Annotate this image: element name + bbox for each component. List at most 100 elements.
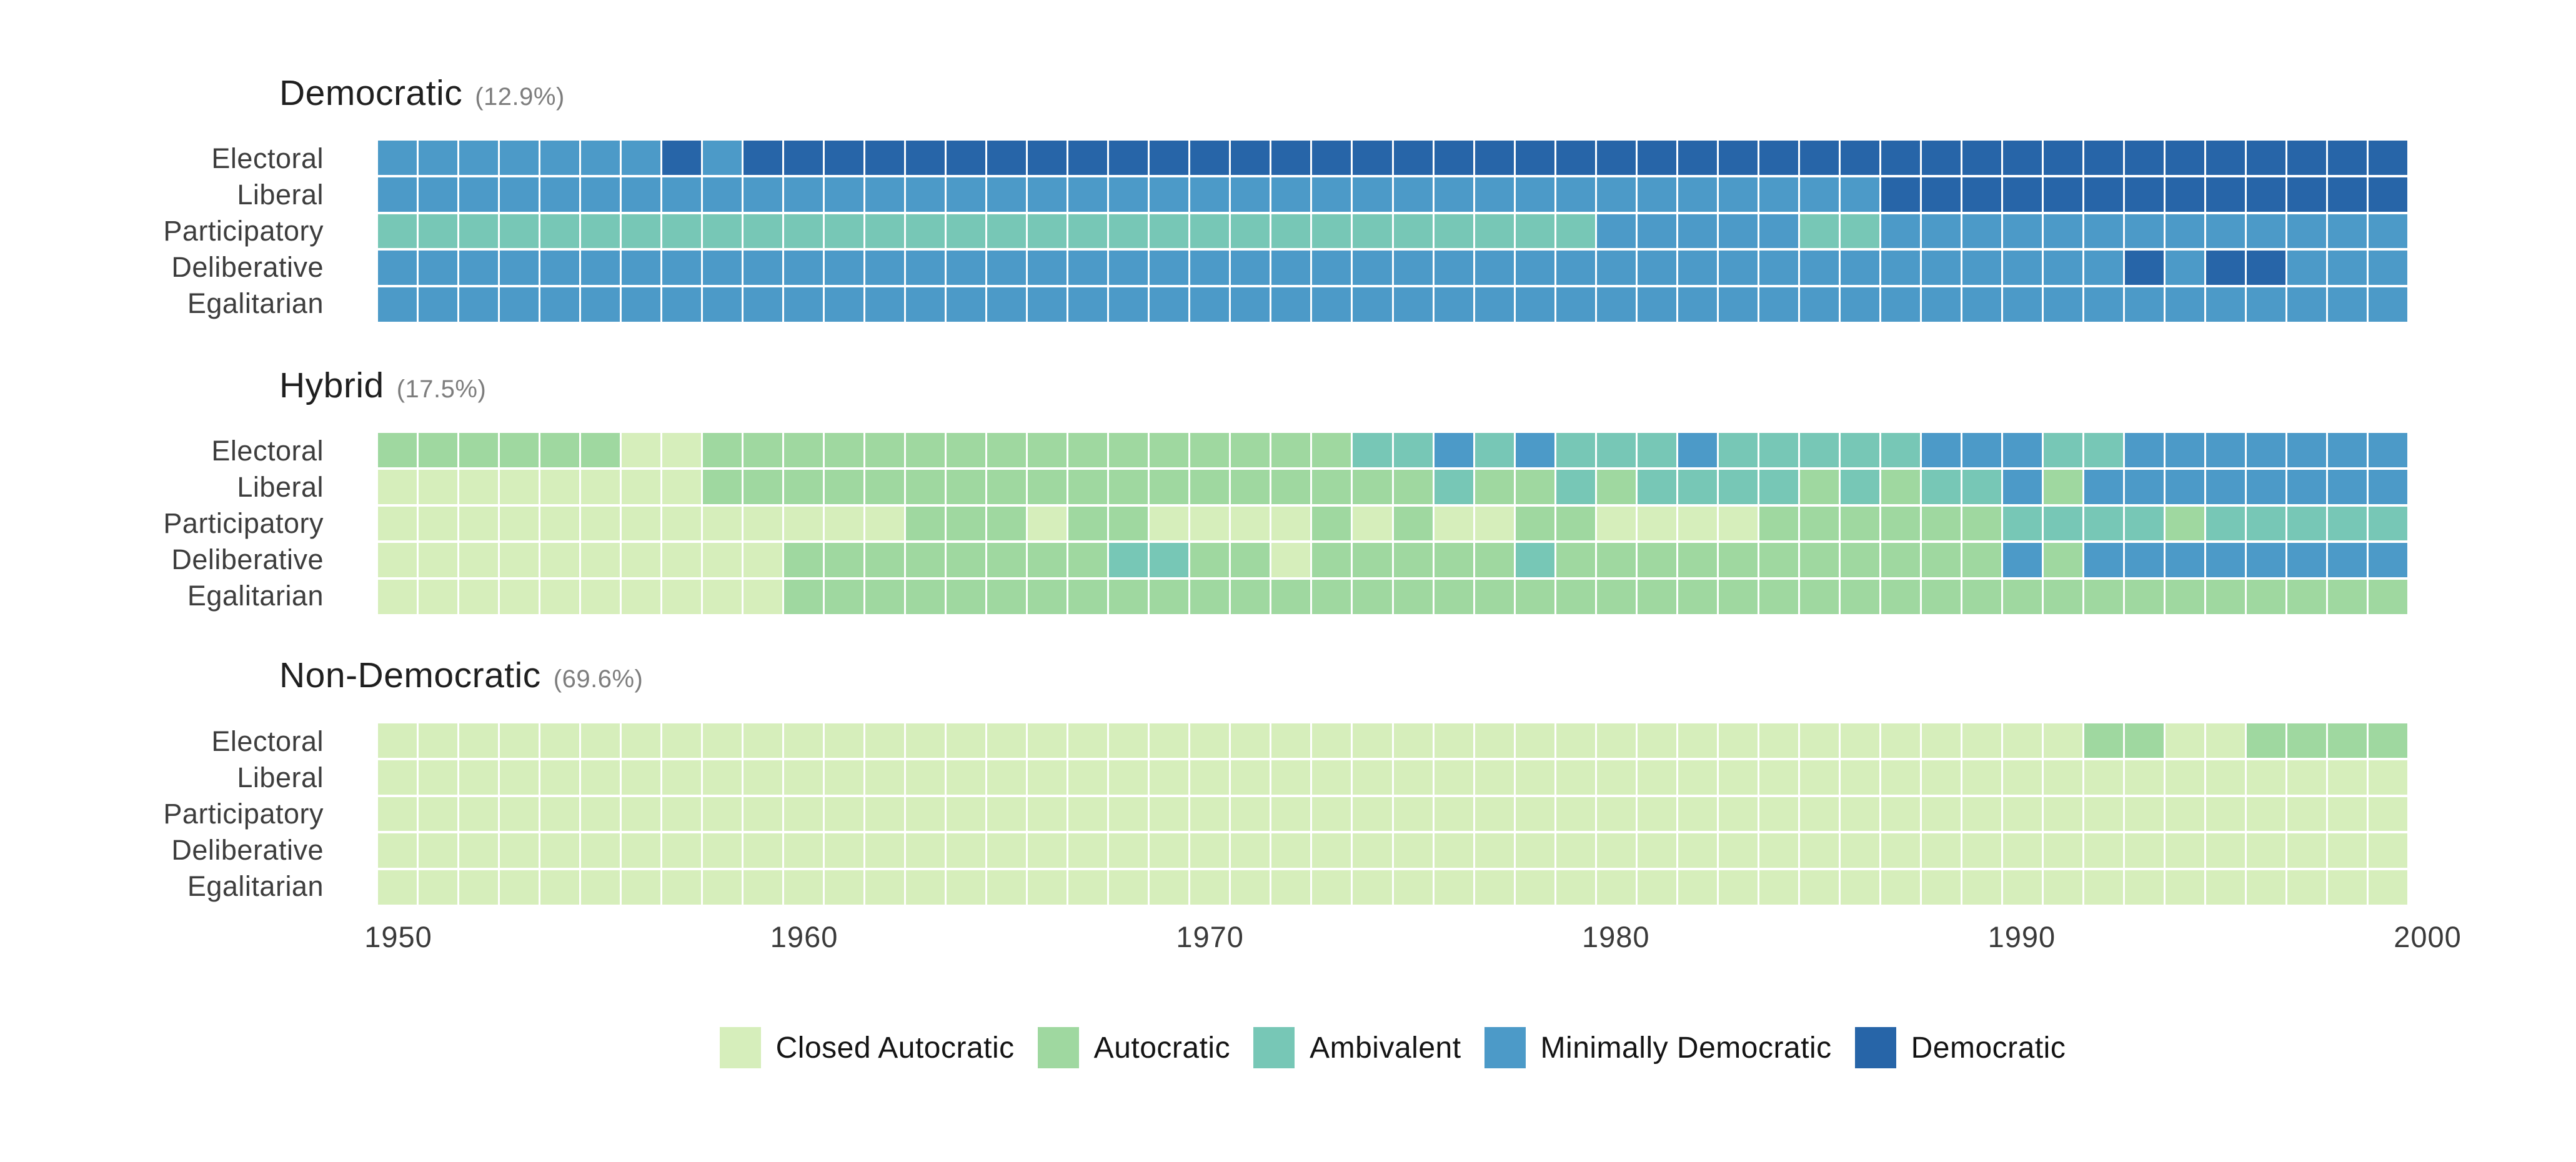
legend-label: Closed Autocratic bbox=[775, 1031, 1015, 1065]
heatmap-cell bbox=[1312, 760, 1351, 795]
heatmap-cell bbox=[1353, 833, 1392, 868]
heatmap-cell bbox=[540, 833, 580, 868]
heatmap-cell bbox=[947, 177, 986, 212]
heatmap-cell bbox=[1068, 141, 1108, 175]
heatmap-cell bbox=[2002, 580, 2042, 614]
heatmap-cell bbox=[1231, 797, 1270, 832]
heatmap-cell bbox=[1150, 251, 1189, 286]
heatmap-cell bbox=[1637, 177, 1676, 212]
heatmap-cell bbox=[1150, 177, 1189, 212]
heatmap-cell bbox=[2287, 469, 2326, 504]
heatmap-cell bbox=[1678, 177, 1717, 212]
heatmap-cell bbox=[1556, 177, 1595, 212]
heatmap-cell bbox=[1799, 833, 1839, 868]
heatmap-cell bbox=[743, 214, 783, 249]
heatmap-cell bbox=[2165, 433, 2204, 467]
heatmap-cell bbox=[1840, 760, 1879, 795]
heatmap-cell bbox=[2124, 543, 2164, 578]
heatmap-hybrid bbox=[378, 433, 2407, 614]
heatmap-cell bbox=[2002, 469, 2042, 504]
heatmap-cell bbox=[1515, 723, 1554, 758]
heatmap-cell bbox=[1312, 506, 1351, 541]
heatmap-cell bbox=[743, 141, 783, 175]
heatmap-cell bbox=[703, 506, 742, 541]
heatmap-cell bbox=[581, 251, 620, 286]
heatmap-cell bbox=[1190, 469, 1230, 504]
heatmap-cell bbox=[1393, 797, 1433, 832]
heatmap-cell bbox=[1109, 433, 1148, 467]
row-label: Electoral bbox=[211, 142, 324, 174]
heatmap-cell bbox=[2327, 287, 2367, 322]
heatmap-cell bbox=[1759, 469, 1798, 504]
heatmap-cell bbox=[2043, 723, 2082, 758]
heatmap-cell bbox=[2002, 723, 2042, 758]
heatmap-cell bbox=[2124, 723, 2164, 758]
heatmap-cell bbox=[500, 141, 539, 175]
heatmap-cell bbox=[1556, 870, 1595, 905]
heatmap-cell bbox=[1109, 214, 1148, 249]
heatmap-cell bbox=[1068, 723, 1108, 758]
heatmap-cell bbox=[2327, 141, 2367, 175]
heatmap-cell bbox=[784, 760, 823, 795]
heatmap-cell bbox=[1596, 506, 1636, 541]
heatmap-cell bbox=[1393, 141, 1433, 175]
heatmap-cell bbox=[378, 433, 417, 467]
heatmap-cell bbox=[2002, 214, 2042, 249]
heatmap-cell bbox=[2165, 833, 2204, 868]
heatmap-cell bbox=[1393, 580, 1433, 614]
heatmap-cell bbox=[1109, 287, 1148, 322]
heatmap-cell bbox=[2287, 506, 2326, 541]
heatmap-cell bbox=[2084, 797, 2123, 832]
heatmap-cell bbox=[2287, 723, 2326, 758]
heatmap-cell bbox=[784, 506, 823, 541]
heatmap-cell bbox=[1109, 141, 1148, 175]
heatmap-cell bbox=[2165, 723, 2204, 758]
heatmap-cell bbox=[1759, 214, 1798, 249]
heatmap-cell bbox=[1271, 723, 1311, 758]
heatmap-cell bbox=[540, 141, 580, 175]
heatmap-cell bbox=[1718, 177, 1758, 212]
panel-title-hybrid: Hybrid (17.5%) bbox=[279, 365, 486, 406]
heatmap-cell bbox=[1028, 251, 1067, 286]
heatmap-cell bbox=[622, 870, 661, 905]
heatmap-cell bbox=[1068, 287, 1108, 322]
heatmap-cell bbox=[2368, 797, 2407, 832]
heatmap-cell bbox=[1474, 251, 1514, 286]
heatmap-cell bbox=[1556, 433, 1595, 467]
heatmap-cell bbox=[2246, 251, 2285, 286]
heatmap-cell bbox=[2043, 433, 2082, 467]
heatmap-cell bbox=[2206, 580, 2245, 614]
heatmap-cell bbox=[2165, 177, 2204, 212]
heatmap-cell bbox=[703, 214, 742, 249]
heatmap-cell bbox=[1556, 469, 1595, 504]
heatmap-cell bbox=[784, 870, 823, 905]
heatmap-cell bbox=[1190, 543, 1230, 578]
heatmap-cell bbox=[1312, 833, 1351, 868]
heatmap-cell bbox=[2002, 870, 2042, 905]
heatmap-cell bbox=[1962, 506, 2001, 541]
heatmap-cell bbox=[378, 833, 417, 868]
heatmap-cell bbox=[1759, 141, 1798, 175]
heatmap-cell bbox=[1515, 833, 1554, 868]
heatmap-cell bbox=[1150, 506, 1189, 541]
heatmap-cell bbox=[540, 580, 580, 614]
heatmap-cell bbox=[825, 433, 864, 467]
heatmap-cell bbox=[1718, 251, 1758, 286]
heatmap-cell bbox=[784, 177, 823, 212]
heatmap-cell bbox=[1109, 580, 1148, 614]
heatmap-cell bbox=[1231, 141, 1270, 175]
heatmap-cell bbox=[947, 214, 986, 249]
heatmap-cell bbox=[865, 760, 905, 795]
heatmap-cell bbox=[1515, 543, 1554, 578]
heatmap-cell bbox=[2206, 433, 2245, 467]
heatmap-cell bbox=[1799, 251, 1839, 286]
legend-label: Minimally Democratic bbox=[1540, 1031, 1832, 1065]
heatmap-cell bbox=[662, 760, 702, 795]
heatmap-cell bbox=[1028, 433, 1067, 467]
heatmap-cell bbox=[1312, 433, 1351, 467]
heatmap-cell bbox=[1231, 723, 1270, 758]
heatmap-cell bbox=[2002, 287, 2042, 322]
heatmap-cell bbox=[906, 469, 945, 504]
heatmap-cell bbox=[1068, 177, 1108, 212]
heatmap-cell bbox=[581, 723, 620, 758]
